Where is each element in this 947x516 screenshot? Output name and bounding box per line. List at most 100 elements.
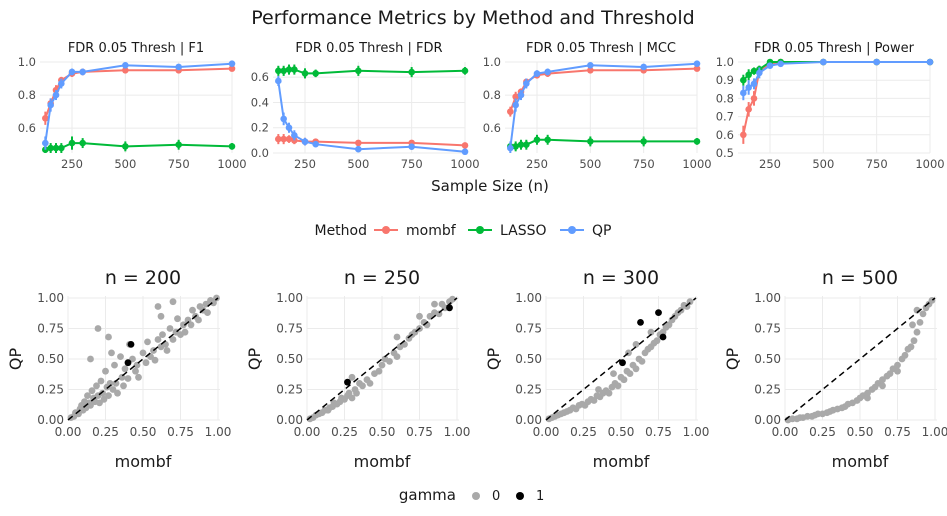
y-tick-label: 1.00 — [515, 291, 542, 305]
scatter-point-gamma-0 — [653, 337, 661, 345]
scatter-point-gamma-0 — [620, 376, 628, 384]
y-tick-label: 0.75 — [276, 322, 303, 336]
data-point-qp — [47, 101, 54, 109]
data-point-qp — [517, 91, 525, 99]
x-tick-label: 1.00 — [683, 425, 710, 439]
legend-mombf-dot — [382, 226, 390, 234]
scatter-point-gamma-0 — [659, 328, 667, 336]
data-point-qp — [926, 58, 934, 66]
data-point-mombf — [275, 135, 282, 143]
legend-lasso-label: LASSO — [500, 223, 547, 239]
identity-reference-line — [306, 297, 458, 421]
data-point-qp — [312, 140, 319, 148]
x-tick-label: 0.50 — [608, 425, 635, 439]
scatter-point-gamma-0 — [181, 328, 189, 336]
x-tick-label: 750 — [866, 157, 888, 171]
scatter-point-gamma-0 — [647, 328, 655, 336]
x-tick-label: 250 — [294, 157, 316, 171]
x-tick-label: 1000 — [217, 157, 246, 171]
scatter-panel: n = 250 0.000.00 0.25 0.25 0.50 0.50 0.75 0.75 1… — [245, 267, 470, 471]
data-point-lasso — [68, 139, 76, 147]
y-tick-label: 0.25 — [37, 383, 64, 397]
y-tick-label: 0.00 — [515, 413, 542, 427]
scatter-panel: n = 300 0.000.00 0.25 0.25 0.50 0.50 0.75 0.75 1… — [484, 267, 709, 471]
scatter-point-gamma-0 — [174, 315, 181, 323]
data-point-mombf — [750, 95, 758, 102]
scatter-point-gamma-1 — [344, 378, 351, 386]
x-tick-label: 500 — [347, 157, 369, 171]
y-tick-label: 0.4 — [251, 95, 269, 109]
scatter-point-gamma-0 — [632, 365, 640, 373]
x-tick-label: 0.75 — [884, 425, 911, 439]
scatter-point-gamma-0 — [142, 359, 150, 367]
scatter-point-gamma-0 — [204, 309, 211, 316]
identity-reference-line — [545, 297, 697, 421]
y-tick-label: 0.50 — [515, 352, 542, 366]
scatter-point-gamma-0 — [626, 370, 634, 377]
x-tick-label: 0.50 — [847, 425, 874, 439]
panel-title: n = 300 — [583, 267, 659, 289]
y-axis-label: QP — [484, 348, 503, 371]
top-x-axis-label: Sample Size (n) — [431, 177, 549, 195]
scatter-point-gamma-0 — [378, 361, 386, 369]
identity-reference-line — [67, 297, 219, 421]
y-tick-label: 0.7 — [716, 110, 734, 124]
x-tick-label: 250 — [61, 157, 83, 171]
y-tick-label: 0.8 — [483, 88, 501, 102]
x-tick-label: 250 — [759, 157, 781, 171]
data-point-mombf — [355, 139, 362, 147]
scatter-point-gamma-0 — [605, 389, 613, 397]
data-point-qp — [52, 91, 60, 99]
legend-mombf-label: mombf — [406, 223, 457, 239]
scatter-point-gamma-0 — [132, 367, 139, 375]
scatter-point-gamma-0 — [393, 333, 401, 341]
scatter-point-gamma-0 — [97, 377, 105, 385]
scatter-point-gamma-0 — [144, 338, 151, 346]
scatter-point-gamma-0 — [353, 389, 360, 397]
data-point-lasso — [640, 138, 647, 145]
data-point-mombf — [280, 135, 287, 143]
panel-title: FDR 0.05 Thresh | FDR — [295, 41, 442, 56]
y-tick-label: 0.6 — [483, 121, 501, 135]
gamma-legend: gamma 0 1 — [399, 486, 544, 504]
data-point-lasso — [175, 141, 182, 149]
y-axis-label: QP — [6, 348, 25, 371]
scatter-point-gamma-1 — [655, 309, 662, 316]
scatter-point-gamma-0 — [88, 387, 96, 395]
y-tick-label: 0.2 — [251, 121, 269, 135]
metric-panel: FDR 0.05 Thresh | MCC 250 500 750 1000 0.6 0.8… — [483, 41, 712, 171]
data-point-lasso — [58, 144, 65, 152]
x-tick-label: 500 — [812, 157, 834, 171]
panel-background — [738, 62, 930, 153]
scatter-point-gamma-0 — [879, 382, 886, 390]
data-point-lasso — [47, 144, 54, 152]
x-tick-label: 0.75 — [406, 425, 433, 439]
scatter-point-gamma-0 — [213, 294, 220, 302]
scatter-point-gamma-0 — [375, 367, 383, 375]
legend-gamma-1-label: 1 — [536, 489, 544, 504]
data-point-qp — [533, 70, 541, 77]
data-point-mombf — [740, 131, 747, 139]
data-point-mombf — [461, 142, 469, 149]
x-tick-label: 0.75 — [167, 425, 194, 439]
data-point-lasso — [461, 67, 469, 75]
legend-gamma-0-label: 0 — [492, 489, 500, 504]
scatter-point-gamma-0 — [154, 336, 162, 343]
scatter-point-gamma-0 — [121, 365, 129, 373]
data-point-lasso — [587, 138, 594, 145]
data-point-lasso — [512, 143, 519, 150]
x-tick-label: 0.00 — [55, 425, 82, 439]
y-tick-label: 1.0 — [483, 55, 501, 69]
data-point-qp — [640, 63, 647, 71]
scatter-panels: n = 2000.000.000.250.250.500.500.750.751… — [6, 267, 947, 471]
data-point-mombf — [693, 65, 701, 72]
scatter-point-gamma-0 — [366, 380, 374, 387]
scatter-point-gamma-0 — [910, 337, 918, 345]
scatter-point-gamma-0 — [632, 341, 640, 348]
scatter-point-gamma-0 — [105, 333, 112, 341]
x-tick-label: 0.00 — [533, 425, 560, 439]
scatter-point-gamma-0 — [169, 336, 177, 343]
data-point-lasso — [79, 139, 86, 147]
scatter-point-gamma-0 — [99, 389, 106, 397]
